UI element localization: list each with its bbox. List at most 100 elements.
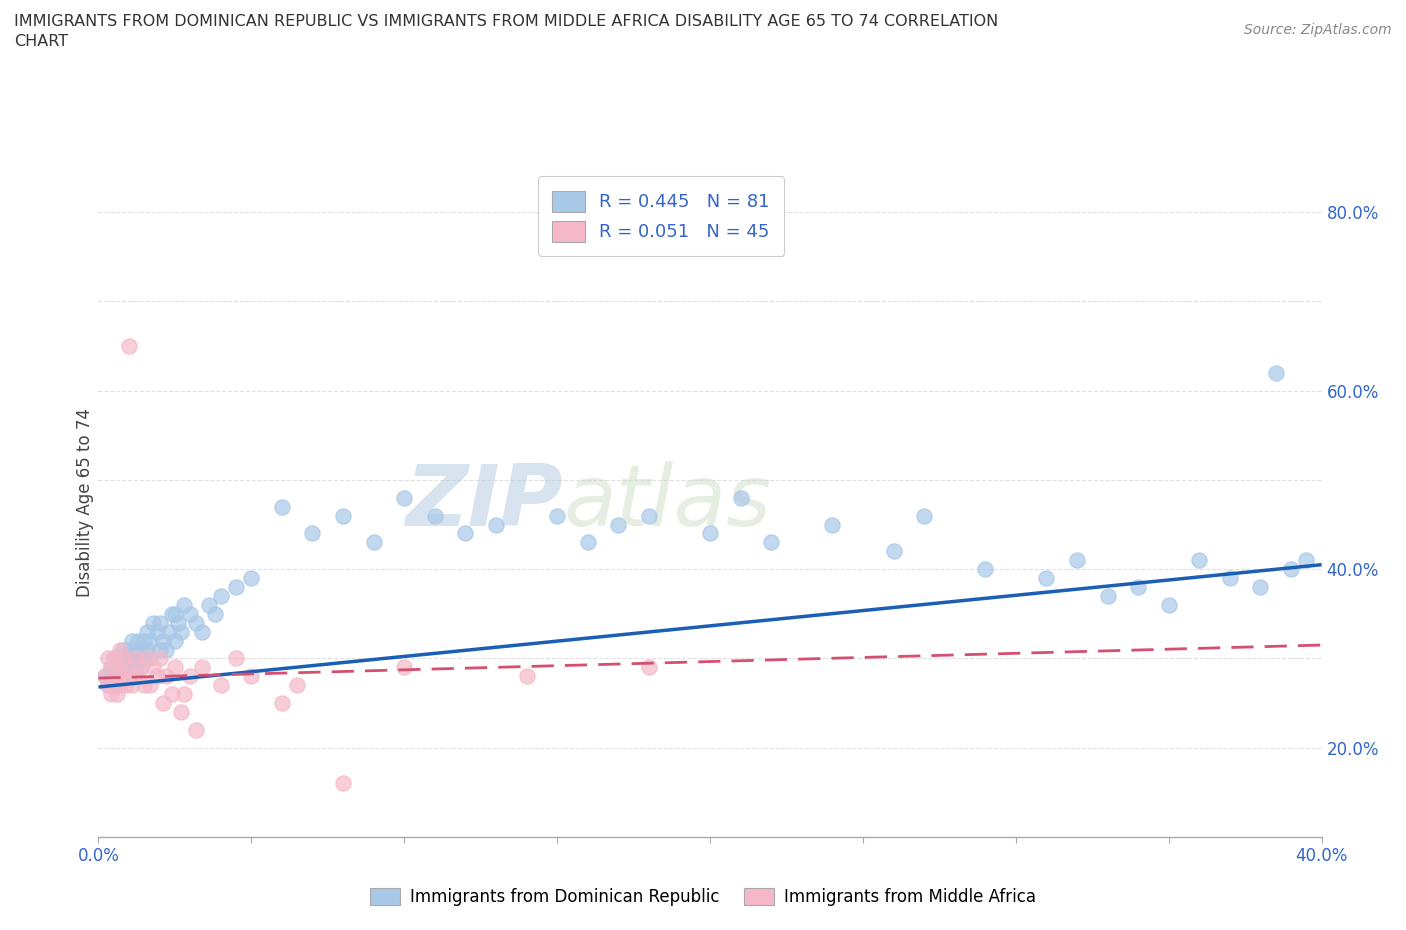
Text: CHART: CHART	[14, 34, 67, 49]
Point	[97, 678, 120, 693]
Point	[134, 633, 156, 648]
Point	[105, 678, 128, 693]
Point	[93, 669, 115, 684]
Point	[118, 660, 141, 675]
Point	[392, 660, 416, 675]
Point	[546, 508, 568, 523]
Point	[170, 705, 193, 720]
Point	[1157, 597, 1180, 612]
Point	[173, 686, 195, 701]
Point	[163, 633, 186, 648]
Point	[129, 642, 152, 657]
Point	[576, 535, 599, 550]
Point	[111, 669, 134, 684]
Point	[155, 669, 177, 684]
Legend: Immigrants from Dominican Republic, Immigrants from Middle Africa: Immigrants from Dominican Republic, Immi…	[363, 881, 1043, 912]
Point	[285, 678, 308, 693]
Point	[1066, 552, 1088, 567]
Point	[163, 660, 186, 675]
Text: ZIP: ZIP	[405, 460, 564, 544]
Point	[121, 633, 143, 648]
Point	[173, 597, 195, 612]
Point	[103, 651, 125, 666]
Point	[129, 660, 152, 675]
Point	[637, 660, 661, 675]
Point	[149, 616, 172, 631]
Point	[124, 660, 146, 675]
Point	[108, 678, 131, 693]
Point	[204, 606, 226, 621]
Point	[103, 651, 125, 666]
Point	[485, 517, 508, 532]
Point	[111, 651, 134, 666]
Point	[301, 526, 323, 541]
Point	[191, 660, 214, 675]
Point	[127, 669, 149, 684]
Point	[149, 651, 172, 666]
Point	[1279, 562, 1302, 577]
Point	[167, 616, 190, 631]
Point	[145, 669, 167, 684]
Point	[105, 660, 128, 675]
Point	[883, 544, 905, 559]
Point	[139, 633, 162, 648]
Point	[118, 339, 141, 353]
Point	[186, 616, 208, 631]
Point	[103, 678, 125, 693]
Point	[142, 616, 165, 631]
Point	[191, 624, 214, 639]
Point	[111, 642, 134, 657]
Point	[108, 669, 131, 684]
Point	[152, 633, 174, 648]
Point	[108, 651, 131, 666]
Point	[121, 651, 143, 666]
Point	[454, 526, 477, 541]
Point	[1097, 589, 1119, 604]
Point	[1128, 579, 1150, 594]
Text: atlas: atlas	[564, 460, 772, 544]
Point	[155, 642, 177, 657]
Point	[209, 589, 232, 604]
Point	[270, 499, 292, 514]
Point	[97, 678, 120, 693]
Point	[149, 642, 172, 657]
Point	[115, 669, 138, 684]
Point	[100, 686, 122, 701]
Point	[136, 624, 159, 639]
Point	[392, 490, 416, 505]
Point	[516, 669, 538, 684]
Point	[157, 624, 180, 639]
Text: Source: ZipAtlas.com: Source: ZipAtlas.com	[1244, 23, 1392, 37]
Point	[129, 660, 152, 675]
Point	[100, 660, 122, 675]
Point	[1035, 571, 1057, 586]
Point	[127, 633, 149, 648]
Point	[115, 651, 138, 666]
Point	[730, 490, 752, 505]
Point	[225, 579, 247, 594]
Point	[105, 660, 128, 675]
Point	[136, 651, 159, 666]
Point	[124, 642, 146, 657]
Point	[142, 660, 165, 675]
Point	[118, 669, 141, 684]
Point	[332, 776, 354, 790]
Point	[160, 686, 183, 701]
Point	[225, 651, 247, 666]
Point	[160, 606, 183, 621]
Point	[139, 678, 162, 693]
Point	[115, 660, 138, 675]
Point	[118, 642, 141, 657]
Point	[139, 651, 162, 666]
Point	[1219, 571, 1241, 586]
Point	[127, 651, 149, 666]
Point	[1295, 552, 1317, 567]
Point	[108, 642, 131, 657]
Point	[179, 669, 201, 684]
Point	[163, 606, 186, 621]
Point	[111, 660, 134, 675]
Point	[186, 723, 208, 737]
Point	[152, 696, 174, 711]
Point	[1188, 552, 1211, 567]
Legend: R = 0.445   N = 81, R = 0.051   N = 45: R = 0.445 N = 81, R = 0.051 N = 45	[538, 177, 785, 256]
